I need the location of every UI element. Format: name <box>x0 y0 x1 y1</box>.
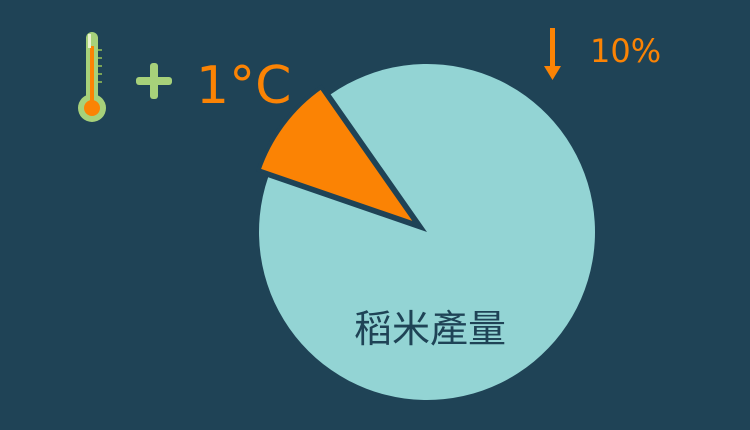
pie-label-decrease-percent: 10% <box>590 32 661 70</box>
pie-slice-decrease <box>256 84 423 229</box>
pie-label-rice-production: 稻米產量 <box>354 307 506 351</box>
thermometer-icon <box>78 32 106 122</box>
pie-slice-rice-production <box>258 63 595 400</box>
pie-chart: 稻米產量 <box>256 63 595 400</box>
arrow-down-icon <box>544 28 561 80</box>
temperature-change-label: 1°C <box>196 56 291 116</box>
plus-icon <box>136 63 172 99</box>
